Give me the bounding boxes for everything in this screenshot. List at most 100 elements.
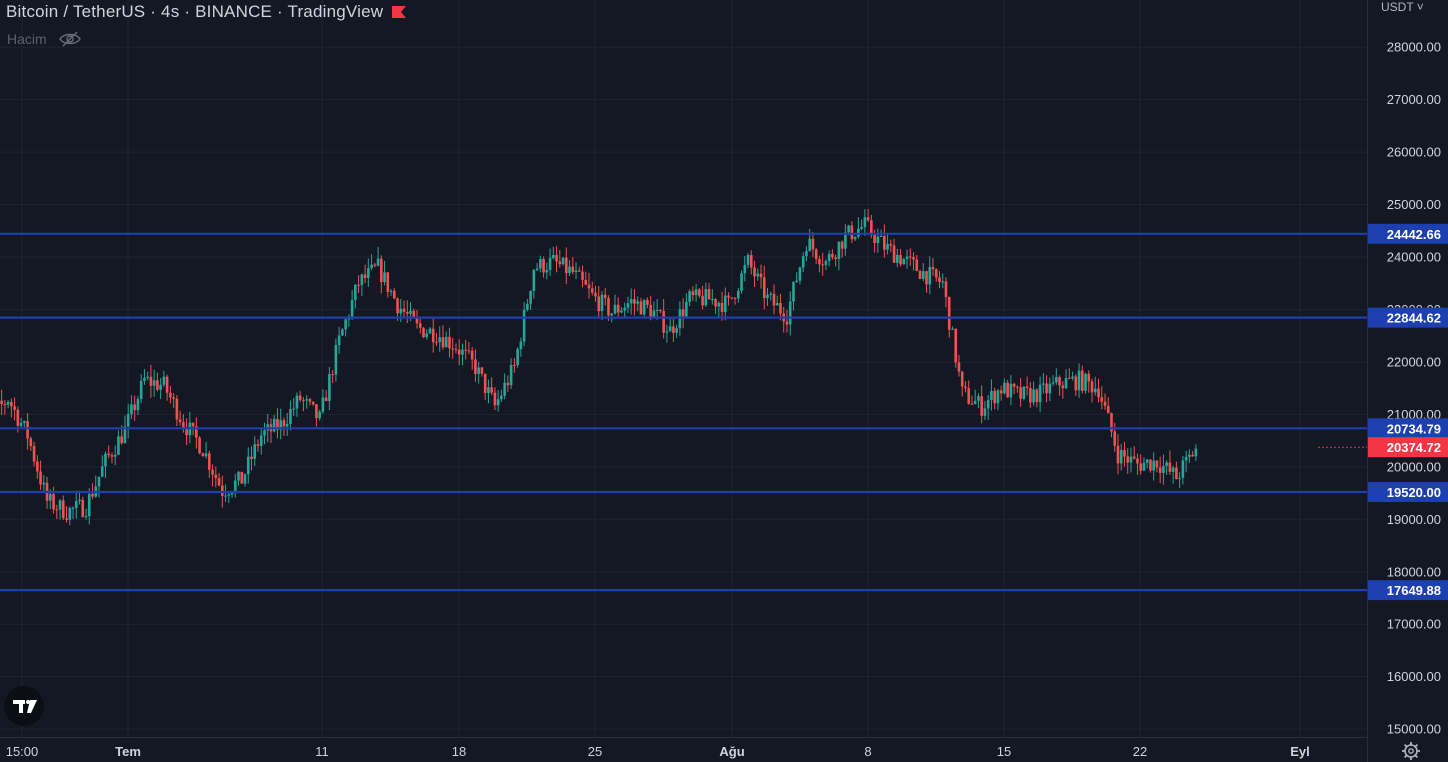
candle	[892, 238, 896, 263]
candle	[237, 470, 240, 486]
candle	[1168, 450, 1172, 475]
candle	[1068, 368, 1071, 380]
candle	[428, 327, 432, 335]
candle	[1171, 465, 1175, 484]
candle	[373, 262, 377, 268]
tradingview-logo[interactable]	[4, 686, 44, 726]
candle	[834, 254, 837, 267]
candle	[1055, 368, 1058, 385]
candle	[934, 268, 938, 282]
candle	[662, 299, 665, 339]
time-axis[interactable]: 15:00 Tem 11 18 25 Ağu 8 15 22 Eyl	[6, 744, 1310, 759]
svg-text:22844.62: 22844.62	[1387, 311, 1441, 326]
candle	[1061, 381, 1065, 399]
candle	[1103, 393, 1107, 410]
candle	[571, 257, 575, 275]
candle	[295, 392, 299, 417]
candle	[480, 366, 484, 377]
time-tick-label: 15	[997, 744, 1011, 759]
candle	[74, 490, 78, 519]
candle	[827, 250, 831, 267]
candle	[71, 506, 75, 520]
candle	[896, 249, 899, 268]
time-tick-label: 8	[864, 744, 871, 759]
currency-selector[interactable]: USDT ˅	[1381, 0, 1424, 14]
candle	[577, 266, 581, 272]
flag-icon[interactable]	[391, 5, 407, 19]
price-axis[interactable]: 15000.00 16000.00 17000.00 18000.00 19000.00…	[1368, 40, 1448, 737]
candle	[694, 283, 698, 302]
candle	[603, 287, 607, 306]
candle	[250, 446, 253, 471]
levels[interactable]	[0, 232, 1367, 592]
candle	[175, 395, 179, 427]
eye-off-icon[interactable]	[58, 31, 81, 47]
candle	[1048, 377, 1052, 402]
candle	[561, 257, 565, 266]
candle	[756, 268, 760, 281]
candle	[801, 252, 805, 273]
candle	[944, 277, 948, 308]
candle	[623, 302, 627, 319]
candle	[474, 349, 477, 382]
candle	[383, 260, 386, 286]
candle	[581, 265, 584, 288]
candle	[1064, 369, 1068, 390]
candle	[415, 310, 419, 329]
candle	[1035, 388, 1039, 408]
candle	[646, 297, 649, 309]
candle	[405, 300, 409, 324]
candle	[925, 270, 928, 293]
candle	[883, 224, 886, 258]
candle	[97, 476, 101, 498]
candle	[1158, 456, 1162, 484]
candle	[698, 288, 701, 298]
candle	[957, 354, 961, 377]
candle	[993, 387, 996, 410]
candle	[1145, 458, 1149, 469]
candle	[1097, 378, 1100, 403]
candle	[1175, 461, 1178, 480]
gear-icon[interactable]	[1400, 740, 1422, 762]
candle	[1113, 422, 1117, 452]
candle	[564, 247, 568, 284]
candle	[649, 295, 652, 321]
price-tick-label: 28000.00	[1387, 40, 1441, 55]
candle	[1003, 378, 1006, 395]
candle	[1087, 370, 1091, 393]
candle	[912, 252, 915, 271]
time-tick-label: Ağu	[719, 744, 744, 759]
candle	[32, 441, 36, 467]
candle	[354, 284, 357, 309]
candle	[707, 282, 711, 300]
candle	[717, 301, 721, 317]
candle	[1191, 451, 1194, 457]
candle	[704, 282, 708, 307]
candle	[26, 413, 29, 450]
candle	[328, 366, 331, 411]
volume-label: Hacim	[7, 31, 47, 47]
candle	[341, 328, 344, 336]
candle	[866, 208, 870, 223]
candle	[331, 370, 334, 384]
price-tick-label: 18000.00	[1387, 564, 1441, 579]
level-price-label: 22844.62	[1368, 307, 1448, 328]
candle	[931, 258, 935, 276]
candle	[876, 228, 880, 253]
candle	[1006, 379, 1009, 398]
candle	[107, 445, 111, 459]
time-tick-label: 22	[1133, 744, 1147, 759]
candle	[574, 262, 578, 280]
candle	[1012, 382, 1016, 395]
candle	[853, 236, 857, 242]
last-price-label: 20374.72	[1368, 437, 1448, 458]
candle	[68, 506, 72, 526]
candle	[977, 393, 980, 409]
candle	[208, 450, 211, 478]
candle	[600, 291, 604, 321]
candle	[36, 455, 39, 479]
candle	[552, 246, 555, 260]
volume-indicator[interactable]: Hacim	[7, 31, 81, 47]
